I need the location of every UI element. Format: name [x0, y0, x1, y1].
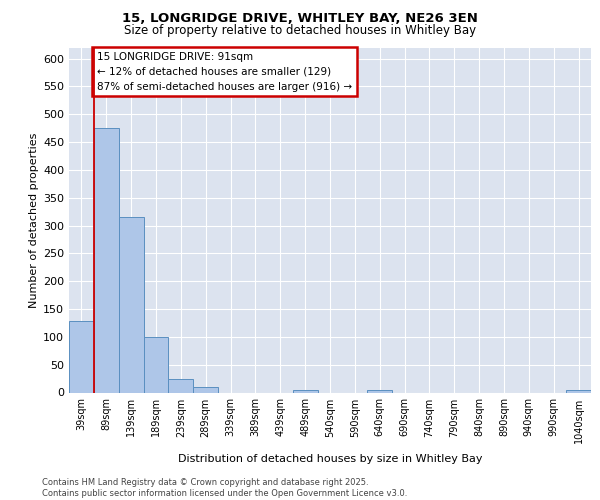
Bar	[566, 390, 591, 392]
Text: Size of property relative to detached houses in Whitley Bay: Size of property relative to detached ho…	[124, 24, 476, 37]
Bar	[293, 390, 317, 392]
X-axis label: Distribution of detached houses by size in Whitley Bay: Distribution of detached houses by size …	[178, 454, 482, 464]
Text: 15 LONGRIDGE DRIVE: 91sqm
← 12% of detached houses are smaller (129)
87% of semi: 15 LONGRIDGE DRIVE: 91sqm ← 12% of detac…	[97, 52, 352, 92]
Bar	[193, 387, 218, 392]
Text: Contains HM Land Registry data © Crown copyright and database right 2025.
Contai: Contains HM Land Registry data © Crown c…	[42, 478, 407, 498]
Text: 15, LONGRIDGE DRIVE, WHITLEY BAY, NE26 3EN: 15, LONGRIDGE DRIVE, WHITLEY BAY, NE26 3…	[122, 12, 478, 26]
Bar	[94, 128, 119, 392]
Bar	[119, 217, 143, 392]
Bar	[169, 378, 193, 392]
Bar	[143, 338, 169, 392]
Bar	[69, 320, 94, 392]
Y-axis label: Number of detached properties: Number of detached properties	[29, 132, 39, 308]
Bar	[367, 390, 392, 392]
